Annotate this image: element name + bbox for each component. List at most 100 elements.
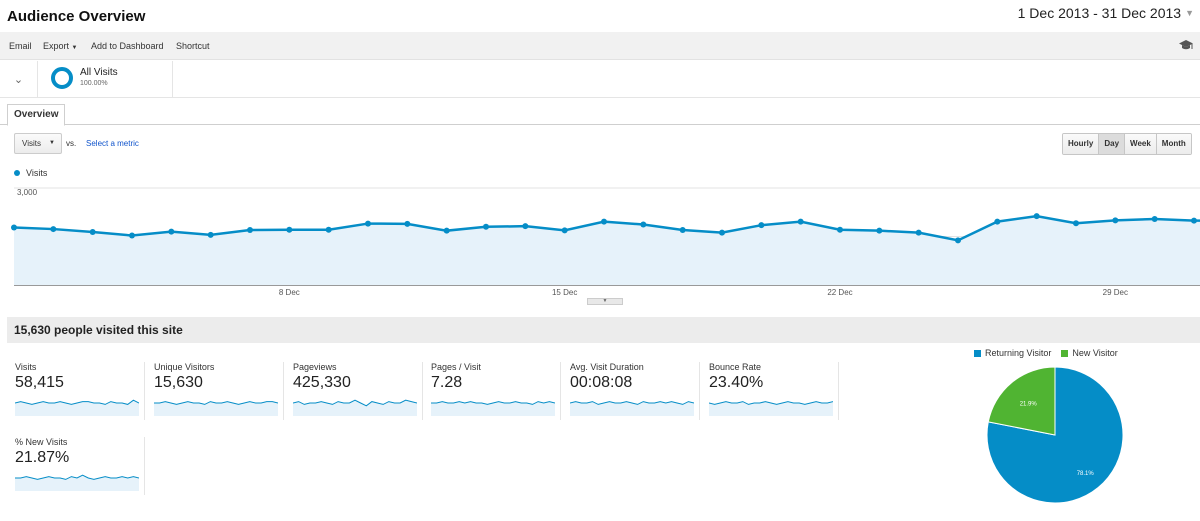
metric-card[interactable]: % New Visits 21.87% xyxy=(15,437,145,495)
report-header: Audience Overview 1 Dec 2013 - 31 Dec 20… xyxy=(0,0,1200,32)
chevron-down-icon: ⌄ xyxy=(13,73,24,86)
pie-slice-new[interactable] xyxy=(987,366,1056,436)
chart-resize-handle[interactable]: ▼ xyxy=(587,298,623,305)
visits-point[interactable] xyxy=(994,218,1001,225)
visits-point[interactable] xyxy=(1073,220,1079,227)
tab-overview[interactable]: Overview xyxy=(7,104,66,126)
metric-card[interactable]: Pages / Visit 7.28 xyxy=(431,362,561,420)
metric-card-label: Unique Visitors xyxy=(154,362,215,372)
visits-point[interactable] xyxy=(325,226,332,233)
tab-bar: Overview xyxy=(0,104,1200,126)
visits-point[interactable] xyxy=(679,227,686,234)
visits-point[interactable] xyxy=(11,224,17,231)
date-range-label: 1 Dec 2013 - 31 Dec 2013 xyxy=(1017,5,1182,21)
select-metric-link[interactable]: Select a metric xyxy=(86,139,139,148)
visits-point[interactable] xyxy=(1033,213,1040,220)
shortcut-button[interactable]: Shortcut xyxy=(176,41,210,51)
chevron-down-icon: ▼ xyxy=(71,45,78,51)
add-to-dashboard-button[interactable]: Add to Dashboard xyxy=(91,41,164,51)
visits-point[interactable] xyxy=(483,223,489,230)
visits-point[interactable] xyxy=(955,237,961,244)
metric-dropdown[interactable]: Visits ▼ xyxy=(14,133,62,154)
x-tick-label: 15 Dec xyxy=(552,288,577,297)
metric-card-value: 21.87% xyxy=(15,449,70,466)
segment-toggle[interactable]: ⌄ xyxy=(0,61,38,97)
metric-card[interactable]: Unique Visitors 15,630 xyxy=(154,362,284,420)
visits-point[interactable] xyxy=(522,223,529,230)
segment-name: All Visits xyxy=(80,67,118,78)
sparkline xyxy=(15,474,139,491)
metric-card-value: 23.40% xyxy=(709,374,764,391)
visits-point[interactable] xyxy=(443,227,450,234)
visits-area xyxy=(14,216,1200,285)
visits-point[interactable] xyxy=(601,218,607,225)
granularity-day[interactable]: Day xyxy=(1099,134,1126,154)
visits-point[interactable] xyxy=(915,229,922,236)
visits-point[interactable] xyxy=(797,218,804,225)
segment-ring-icon xyxy=(51,67,73,89)
metric-selected: Visits xyxy=(22,139,41,148)
pie-slice-returning[interactable] xyxy=(986,366,1124,504)
metric-card[interactable]: Bounce Rate 23.40% xyxy=(709,362,839,420)
chevron-down-icon: ▼ xyxy=(49,140,55,146)
date-range-picker[interactable]: 1 Dec 2013 - 31 Dec 2013 ▼ xyxy=(1018,5,1194,21)
x-tick-label: 29 Dec xyxy=(1103,288,1128,297)
pie-slice-label: 78.1% xyxy=(1077,471,1095,477)
vs-label: vs. xyxy=(66,139,77,148)
visits-point[interactable] xyxy=(207,231,214,238)
metric-card-value: 7.28 xyxy=(431,374,463,391)
visits-point[interactable] xyxy=(247,227,253,234)
graduation-cap-icon[interactable] xyxy=(1178,39,1194,51)
visits-point[interactable] xyxy=(168,228,175,235)
granularity-hourly[interactable]: Hourly xyxy=(1063,134,1100,154)
metric-card[interactable]: Visits 58,415 xyxy=(15,362,145,420)
x-tick-label: 8 Dec xyxy=(279,288,300,297)
metric-card-label: % New Visits xyxy=(15,437,68,447)
visits-point[interactable] xyxy=(640,221,647,228)
y-tick-label: 3,000 xyxy=(17,188,38,197)
visits-point[interactable] xyxy=(1112,217,1119,224)
visits-point[interactable] xyxy=(837,226,843,233)
visits-point[interactable] xyxy=(561,227,568,234)
sparkline xyxy=(154,401,278,416)
email-button[interactable]: Email xyxy=(9,41,32,51)
metric-card[interactable]: Pageviews 425,330 xyxy=(293,362,423,420)
visits-point[interactable] xyxy=(129,232,135,239)
metric-card-label: Avg. Visit Duration xyxy=(570,362,644,372)
visits-point[interactable] xyxy=(876,227,883,234)
legend-swatch xyxy=(1061,350,1069,358)
visits-line xyxy=(13,214,1200,242)
metric-card-value: 15,630 xyxy=(154,374,203,391)
metric-card-label: Pages / Visit xyxy=(431,362,481,372)
pie-legend-new-label: New Visitor xyxy=(1072,348,1118,358)
visits-point[interactable] xyxy=(758,222,765,229)
export-button[interactable]: Export ▼ xyxy=(43,41,77,51)
visits-point[interactable] xyxy=(365,220,371,227)
summary-bar: 15,630 people visited this site xyxy=(7,317,1200,343)
visits-point[interactable] xyxy=(286,226,293,233)
report-toolbar: Email Export ▼ Add to Dashboard Shortcut xyxy=(0,32,1200,60)
visits-point[interactable] xyxy=(1191,217,1197,224)
visits-point[interactable] xyxy=(719,229,725,236)
legend-dot xyxy=(14,170,20,176)
legend-visits: Visits xyxy=(26,168,48,178)
sparkline xyxy=(431,401,555,416)
legend-swatch xyxy=(974,350,981,358)
visits-point[interactable] xyxy=(50,226,57,233)
visits-point[interactable] xyxy=(1151,216,1158,223)
metric-card-value: 425,330 xyxy=(293,374,351,391)
segment-all-visits[interactable]: All Visits 100.00% xyxy=(38,61,173,97)
pie-legend-returning: Returning Visitor xyxy=(974,348,1051,358)
visits-point[interactable] xyxy=(404,220,411,227)
segment-bar: ⌄ All Visits 100.00% xyxy=(0,61,1200,98)
sparkline xyxy=(570,401,694,416)
granularity-month[interactable]: Month xyxy=(1156,134,1191,154)
visits-point[interactable] xyxy=(89,228,96,235)
metric-card[interactable]: Avg. Visit Duration 00:08:08 xyxy=(570,362,700,420)
pie-slice-label: 21.9% xyxy=(1020,401,1038,407)
chart-legend: Visits xyxy=(14,168,47,178)
sparkline xyxy=(293,399,417,416)
granularity-week[interactable]: Week xyxy=(1125,134,1157,154)
export-label: Export xyxy=(43,41,70,51)
